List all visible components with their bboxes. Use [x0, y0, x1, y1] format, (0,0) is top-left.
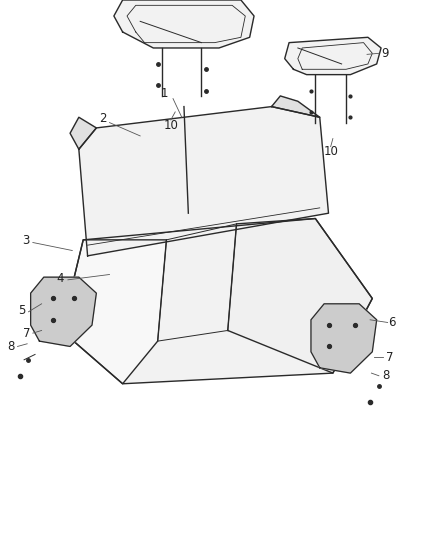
Text: 8: 8: [382, 369, 389, 382]
Polygon shape: [114, 0, 254, 48]
Polygon shape: [61, 219, 372, 384]
Polygon shape: [79, 107, 328, 256]
Text: 10: 10: [163, 119, 178, 132]
Polygon shape: [61, 240, 166, 384]
Text: 7: 7: [22, 327, 30, 340]
Text: 9: 9: [381, 47, 389, 60]
Polygon shape: [228, 219, 372, 373]
Text: 5: 5: [18, 304, 25, 317]
Polygon shape: [31, 277, 96, 346]
Polygon shape: [285, 37, 381, 75]
Polygon shape: [70, 117, 96, 149]
Text: 1: 1: [160, 87, 168, 100]
Polygon shape: [272, 96, 320, 117]
Text: 8: 8: [7, 340, 14, 353]
Text: 6: 6: [388, 316, 396, 329]
Text: 7: 7: [386, 351, 394, 364]
Text: 3: 3: [23, 235, 30, 247]
Text: 10: 10: [323, 146, 338, 158]
Text: 4: 4: [57, 272, 64, 285]
Text: 2: 2: [99, 112, 107, 125]
Polygon shape: [311, 304, 377, 373]
